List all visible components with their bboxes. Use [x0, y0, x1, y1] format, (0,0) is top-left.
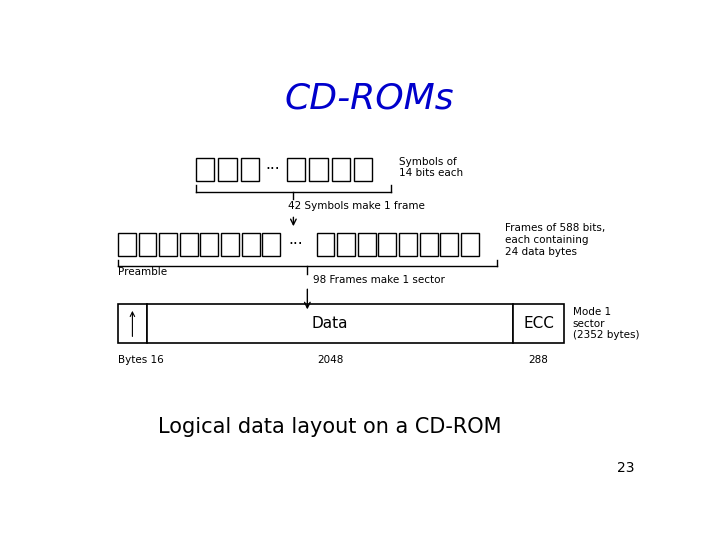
- Bar: [358, 233, 376, 256]
- Text: 2048: 2048: [317, 355, 343, 365]
- Bar: [513, 304, 564, 343]
- Text: Data: Data: [312, 316, 348, 331]
- Bar: [317, 233, 334, 256]
- Bar: [379, 233, 396, 256]
- Bar: [337, 233, 355, 256]
- Text: Bytes 16: Bytes 16: [118, 355, 163, 365]
- Bar: [147, 304, 513, 343]
- Bar: [240, 158, 259, 181]
- Bar: [332, 158, 350, 181]
- Bar: [221, 233, 239, 256]
- Bar: [262, 233, 280, 256]
- Bar: [441, 233, 458, 256]
- Bar: [180, 233, 198, 256]
- Text: Symbols of
14 bits each: Symbols of 14 bits each: [399, 157, 463, 178]
- Text: Preamble: Preamble: [118, 267, 167, 277]
- Text: 42 Symbols make 1 frame: 42 Symbols make 1 frame: [288, 201, 425, 211]
- Bar: [287, 158, 305, 181]
- Bar: [200, 233, 218, 256]
- Text: Logical data layout on a CD-ROM: Logical data layout on a CD-ROM: [158, 416, 502, 436]
- Text: CD-ROMs: CD-ROMs: [284, 81, 454, 115]
- Text: ···: ···: [266, 163, 280, 177]
- Bar: [242, 233, 260, 256]
- Bar: [138, 233, 156, 256]
- Bar: [196, 158, 215, 181]
- Bar: [118, 233, 136, 256]
- Bar: [218, 158, 237, 181]
- Text: 98 Frames make 1 sector: 98 Frames make 1 sector: [313, 275, 445, 285]
- Bar: [420, 233, 438, 256]
- Text: Mode 1
sector
(2352 bytes): Mode 1 sector (2352 bytes): [572, 307, 639, 340]
- Bar: [399, 233, 417, 256]
- Text: 23: 23: [617, 461, 634, 475]
- Text: ECC: ECC: [523, 316, 554, 331]
- Text: 288: 288: [528, 355, 549, 365]
- Bar: [310, 158, 328, 181]
- Bar: [118, 304, 147, 343]
- Bar: [159, 233, 177, 256]
- Bar: [354, 158, 372, 181]
- Bar: [461, 233, 479, 256]
- Text: ···: ···: [289, 237, 303, 252]
- Text: Frames of 588 bits,
each containing
24 data bytes: Frames of 588 bits, each containing 24 d…: [505, 224, 606, 256]
